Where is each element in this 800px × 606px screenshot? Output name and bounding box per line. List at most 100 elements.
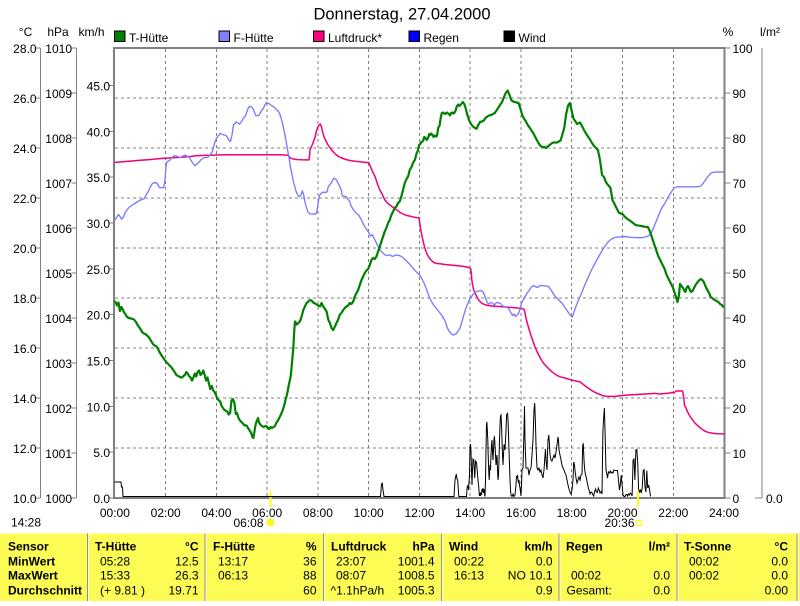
svg-text:1009: 1009 — [45, 87, 72, 101]
svg-text:1005.3: 1005.3 — [398, 584, 435, 598]
svg-text:25.0: 25.0 — [87, 263, 111, 277]
svg-text:04:00: 04:00 — [201, 506, 231, 520]
svg-text:80: 80 — [733, 132, 747, 146]
svg-text:0.0: 0.0 — [653, 569, 670, 583]
svg-text:12.0: 12.0 — [13, 442, 37, 456]
svg-text:1001: 1001 — [45, 447, 72, 461]
svg-text:00:02: 00:02 — [571, 569, 601, 583]
svg-text:06:00: 06:00 — [252, 506, 282, 520]
svg-text:l/m²: l/m² — [760, 25, 780, 39]
svg-text:15:33: 15:33 — [100, 569, 130, 583]
svg-text:Luftdruck*: Luftdruck* — [328, 31, 382, 45]
svg-text:60: 60 — [303, 584, 317, 598]
svg-text:08:07: 08:07 — [336, 569, 366, 583]
svg-text:0.0: 0.0 — [536, 555, 553, 569]
svg-text:23:07: 23:07 — [336, 555, 366, 569]
svg-text:Regen: Regen — [424, 31, 459, 45]
svg-text:16:00: 16:00 — [506, 506, 536, 520]
svg-text:14.0: 14.0 — [13, 392, 37, 406]
svg-text:06:13: 06:13 — [218, 569, 248, 583]
svg-text:24.0: 24.0 — [13, 142, 37, 156]
svg-text:%: % — [306, 540, 317, 554]
svg-text:l/m²: l/m² — [649, 540, 670, 554]
svg-text:0.0: 0.0 — [771, 555, 788, 569]
svg-text:1001.4: 1001.4 — [398, 555, 435, 569]
svg-text:1006: 1006 — [45, 222, 72, 236]
svg-text:NO 10.1: NO 10.1 — [508, 569, 553, 583]
svg-text:50: 50 — [733, 267, 747, 281]
svg-text:°C: °C — [775, 540, 789, 554]
svg-text:Wind: Wind — [449, 540, 478, 554]
svg-text:30.0: 30.0 — [87, 217, 111, 231]
svg-text:14:28: 14:28 — [11, 516, 41, 530]
svg-text:14:00: 14:00 — [455, 506, 485, 520]
svg-text:00:02: 00:02 — [689, 569, 719, 583]
svg-text:13:17: 13:17 — [218, 555, 248, 569]
svg-text:hPa: hPa — [412, 540, 434, 554]
svg-text:^1.1hPa/h: ^1.1hPa/h — [331, 584, 385, 598]
svg-text:35.0: 35.0 — [87, 171, 111, 185]
svg-text:1000: 1000 — [45, 492, 72, 506]
svg-text:15.0: 15.0 — [87, 355, 111, 369]
svg-text:36: 36 — [303, 555, 317, 569]
svg-text:20.0: 20.0 — [13, 242, 37, 256]
svg-text:1008.5: 1008.5 — [398, 569, 435, 583]
svg-text:00:02: 00:02 — [689, 555, 719, 569]
svg-text:1005: 1005 — [45, 267, 72, 281]
svg-text:%: % — [723, 25, 734, 39]
svg-text:MaxWert: MaxWert — [8, 569, 58, 583]
svg-text:0.9: 0.9 — [536, 584, 553, 598]
svg-text:1004: 1004 — [45, 312, 72, 326]
svg-text:1007: 1007 — [45, 177, 72, 191]
svg-text:02:00: 02:00 — [151, 506, 181, 520]
svg-text:Durchschnitt: Durchschnitt — [8, 584, 82, 598]
svg-text:20.0: 20.0 — [87, 309, 111, 323]
svg-text:F-Hütte: F-Hütte — [234, 31, 274, 45]
svg-text:Gesamt:: Gesamt: — [567, 584, 612, 598]
svg-text:1010: 1010 — [45, 42, 72, 56]
svg-text:08:00: 08:00 — [303, 506, 333, 520]
svg-text:0.0: 0.0 — [771, 569, 788, 583]
svg-text:°C: °C — [19, 25, 33, 39]
svg-text:km/h: km/h — [524, 540, 552, 554]
svg-text:1002: 1002 — [45, 402, 72, 416]
svg-text:(+ 9.81 ): (+ 9.81 ) — [100, 584, 145, 598]
svg-text:Wind: Wind — [519, 31, 546, 45]
svg-text:90: 90 — [733, 87, 747, 101]
svg-text:10: 10 — [733, 447, 747, 461]
svg-text:100: 100 — [733, 42, 753, 56]
svg-text:60: 60 — [733, 222, 747, 236]
svg-text:40: 40 — [733, 312, 747, 326]
svg-text:22.0: 22.0 — [13, 192, 37, 206]
svg-text:hPa: hPa — [47, 25, 69, 39]
svg-text:Luftdruck: Luftdruck — [331, 540, 387, 554]
svg-text:0.0: 0.0 — [766, 492, 783, 506]
svg-text:06:08: 06:08 — [233, 516, 263, 530]
svg-text:10.0: 10.0 — [13, 492, 37, 506]
svg-text:Regen: Regen — [566, 540, 603, 554]
svg-text:T-Sonne: T-Sonne — [684, 540, 732, 554]
svg-text:1008: 1008 — [45, 132, 72, 146]
svg-text:18:00: 18:00 — [557, 506, 587, 520]
svg-text:30: 30 — [733, 357, 747, 371]
svg-text:19.71: 19.71 — [168, 584, 198, 598]
svg-text:1003: 1003 — [45, 357, 72, 371]
svg-text:10.0: 10.0 — [87, 400, 111, 414]
svg-text:12.5: 12.5 — [175, 555, 199, 569]
svg-text:88: 88 — [303, 569, 317, 583]
svg-text:20:36: 20:36 — [604, 516, 634, 530]
svg-text:Donnerstag, 27.04.2000: Donnerstag, 27.04.2000 — [313, 5, 490, 23]
svg-text:km/h: km/h — [78, 25, 104, 39]
svg-text:T-Hütte: T-Hütte — [95, 540, 137, 554]
svg-text:T-Hütte: T-Hütte — [129, 31, 169, 45]
svg-text:10:00: 10:00 — [354, 506, 384, 520]
svg-text:24:00: 24:00 — [709, 506, 739, 520]
svg-text:0.0: 0.0 — [93, 492, 110, 506]
svg-text:MinWert: MinWert — [8, 555, 55, 569]
svg-text:16:13: 16:13 — [454, 569, 484, 583]
svg-text:18.0: 18.0 — [13, 292, 37, 306]
svg-text:70: 70 — [733, 177, 747, 191]
svg-text:00:22: 00:22 — [454, 555, 484, 569]
svg-text:°C: °C — [185, 540, 199, 554]
svg-text:0.00: 0.00 — [765, 584, 789, 598]
